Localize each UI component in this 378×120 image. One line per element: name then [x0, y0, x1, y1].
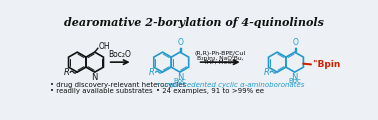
- Text: R: R: [64, 68, 70, 77]
- Text: dearomative 2-borylation of 4-quinolinols: dearomative 2-borylation of 4-quinolinol…: [64, 18, 324, 28]
- Text: (R,R)-Ph-BPE/CuI: (R,R)-Ph-BPE/CuI: [194, 51, 246, 56]
- Text: Boc: Boc: [174, 78, 186, 84]
- Text: • 24 examples, 91 to >99% ee: • 24 examples, 91 to >99% ee: [156, 88, 264, 94]
- Text: N: N: [291, 73, 298, 82]
- Text: THF, MeOH: THF, MeOH: [203, 60, 237, 65]
- Text: ''Bpin: ''Bpin: [313, 60, 341, 69]
- Text: • readily available substrates: • readily available substrates: [50, 88, 152, 94]
- Text: R: R: [263, 68, 270, 77]
- Text: N: N: [91, 73, 98, 82]
- Text: N: N: [177, 73, 183, 82]
- Text: Boc₂O: Boc₂O: [108, 50, 132, 59]
- Text: • drug discovery-relevant heterocycles: • drug discovery-relevant heterocycles: [50, 82, 186, 88]
- Text: O: O: [293, 38, 298, 47]
- Text: O: O: [178, 38, 184, 47]
- Text: Boc: Boc: [288, 78, 301, 84]
- Text: B₂pin₂, NaOᵗBu,: B₂pin₂, NaOᵗBu,: [197, 55, 243, 61]
- Text: OH: OH: [99, 42, 110, 51]
- Text: R: R: [149, 68, 155, 77]
- Text: • unprecedented cyclic α-aminoboronates: • unprecedented cyclic α-aminoboronates: [156, 82, 304, 88]
